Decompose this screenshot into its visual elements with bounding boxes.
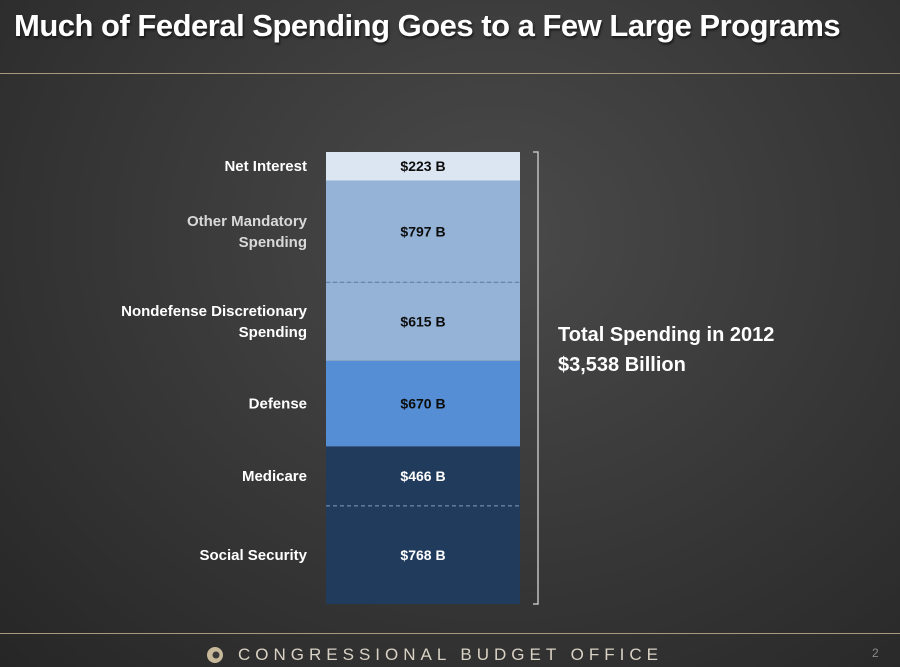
- total-bracket: [533, 151, 539, 605]
- page-title: Much of Federal Spending Goes to a Few L…: [14, 8, 841, 43]
- category-label-4: Other Mandatory Spending: [187, 213, 308, 251]
- data-label-0: $768 B: [400, 547, 445, 563]
- data-label-3: $615 B: [400, 314, 445, 330]
- bar-segment-0: [326, 505, 520, 604]
- bar-segment-4: [326, 180, 520, 283]
- data-labels: $768 B $466 B $670 B $615 B $797 B $223 B: [400, 158, 445, 563]
- cbo-logo-icon: [207, 647, 223, 663]
- bar-segment-5: [326, 152, 520, 181]
- segment-dividers: [326, 281, 520, 507]
- category-label-1: Medicare: [242, 468, 307, 485]
- page-number: 2: [872, 646, 879, 660]
- category-label-3: Nondefense Discretionary Spending: [121, 303, 308, 341]
- bar-segment-1: [326, 446, 520, 506]
- total-spending-title: Total Spending in 2012: [558, 324, 775, 346]
- category-label-5: Net Interest: [224, 158, 307, 175]
- title-divider: [0, 73, 900, 74]
- data-label-5: $223 B: [400, 158, 445, 174]
- bar-segments: [326, 152, 520, 604]
- data-label-1: $466 B: [400, 468, 445, 484]
- bar-segment-2: [326, 360, 520, 447]
- total-spending-value: $3,538 Billion: [558, 354, 686, 376]
- data-label-2: $670 B: [400, 396, 445, 412]
- footer-organization: CONGRESSIONAL BUDGET OFFICE: [238, 645, 663, 664]
- data-label-4: $797 B: [400, 223, 445, 239]
- bar-segment-3: [326, 282, 520, 361]
- category-label-2: Defense: [249, 396, 307, 413]
- category-labels: Social Security Medicare Defense Nondefense…: [121, 158, 308, 564]
- total-spending-annotation: Total Spending in 2012 $3,538 Billion: [558, 320, 774, 380]
- footer-divider: [0, 633, 900, 634]
- category-label-0: Social Security: [199, 547, 307, 564]
